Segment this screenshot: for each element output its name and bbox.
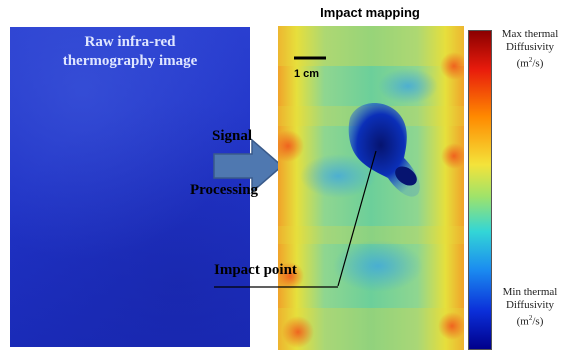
- max-label-line-2: Diffusivity: [505, 41, 555, 53]
- processing-arrow-icon: [213, 138, 284, 194]
- raw-image-label: Raw infra-red thermography image: [18, 33, 242, 71]
- diffusivity-colorbar: [468, 30, 492, 350]
- min-label-line-2: Diffusivity: [505, 299, 555, 311]
- max-label-unit: (m2/s): [516, 56, 544, 70]
- scale-bar-label: 1 cm: [294, 68, 319, 80]
- impact-map-image: 1 cm: [278, 26, 464, 350]
- min-diffusivity-label: Min thermal Diffusivity (m2/s): [490, 286, 567, 329]
- max-label-line-1: Max thermal: [501, 28, 559, 40]
- processing-label: Processing: [190, 182, 259, 198]
- max-diffusivity-label: Max thermal Diffusivity (m2/s): [490, 28, 567, 71]
- signal-label: Signal: [212, 128, 253, 144]
- min-label-unit: (m2/s): [516, 314, 544, 328]
- raw-label-line-2: thermography image: [62, 53, 198, 69]
- impact-mapping-title: Impact mapping: [320, 5, 420, 20]
- impact-point-label: Impact point: [214, 262, 297, 278]
- min-label-line-1: Min thermal: [502, 286, 558, 298]
- impact-pointer-line: [214, 286, 338, 288]
- raw-label-line-1: Raw infra-red: [84, 34, 176, 50]
- raw-thermography-image: [10, 27, 250, 347]
